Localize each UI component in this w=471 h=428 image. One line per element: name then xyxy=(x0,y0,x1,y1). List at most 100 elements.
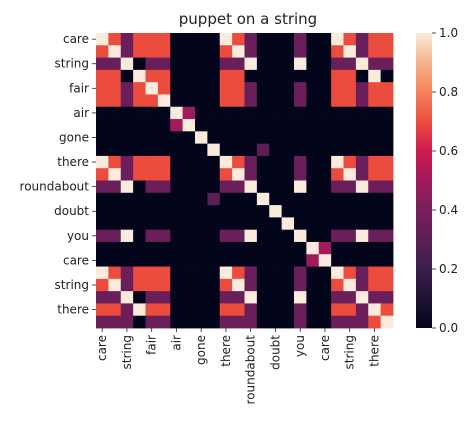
heatmap-cell xyxy=(256,254,270,267)
heatmap-cell xyxy=(157,303,171,317)
heatmap-cell xyxy=(355,168,369,181)
heatmap-cell xyxy=(120,143,134,157)
heatmap-cell xyxy=(133,155,146,169)
heatmap-cell xyxy=(120,192,134,206)
heatmap-cell xyxy=(306,217,320,231)
heatmap-cell xyxy=(269,82,283,95)
heatmap-cell xyxy=(195,106,208,120)
heatmap-cell xyxy=(306,143,320,157)
heatmap-cell xyxy=(232,33,245,46)
heatmap-cell xyxy=(182,217,196,231)
heatmap-cell xyxy=(281,33,295,46)
heatmap-cell xyxy=(157,180,171,194)
heatmap-cell xyxy=(157,131,171,145)
heatmap-cell xyxy=(232,131,245,145)
heatmap-cell xyxy=(207,143,221,157)
heatmap-cell xyxy=(269,180,283,194)
heatmap-cell xyxy=(318,94,332,108)
heatmap-cell xyxy=(281,254,295,267)
heatmap-cell xyxy=(256,315,270,329)
heatmap-cell xyxy=(380,155,394,169)
heatmap-cell xyxy=(182,57,196,71)
heatmap-cell xyxy=(294,180,307,194)
heatmap-cell xyxy=(343,94,357,108)
heatmap-cell xyxy=(331,192,344,206)
heatmap-cell xyxy=(256,119,270,132)
heatmap-cell xyxy=(108,119,122,132)
x-tick-label: string xyxy=(120,335,134,369)
heatmap-cell xyxy=(195,57,208,71)
heatmap-cell xyxy=(232,143,245,157)
heatmap-cell xyxy=(294,131,307,145)
heatmap-cell xyxy=(182,94,196,108)
heatmap-cell xyxy=(108,155,122,169)
heatmap-cell xyxy=(343,82,357,95)
heatmap-cell xyxy=(96,229,109,243)
heatmap-cell xyxy=(232,69,245,83)
heatmap-cell xyxy=(380,131,394,145)
heatmap-cell xyxy=(145,143,159,157)
heatmap-cell xyxy=(256,168,270,181)
heatmap-cell xyxy=(170,131,184,145)
heatmap-cell xyxy=(380,57,394,71)
heatmap-cell xyxy=(145,266,159,280)
heatmap-cell xyxy=(108,106,122,120)
heatmap-cell xyxy=(318,131,332,145)
heatmap-cell xyxy=(195,241,208,255)
heatmap-cell xyxy=(96,278,109,292)
heatmap-cell xyxy=(269,143,283,157)
heatmap-cell xyxy=(219,291,233,304)
heatmap-cell xyxy=(355,69,369,83)
heatmap-cell xyxy=(133,57,146,71)
heatmap-cell xyxy=(195,33,208,46)
heatmap-cell xyxy=(343,131,357,145)
heatmap-cell xyxy=(343,45,357,58)
heatmap-cell xyxy=(170,155,184,169)
heatmap-cell xyxy=(269,119,283,132)
heatmap-cell xyxy=(182,106,196,120)
heatmap-cell xyxy=(343,119,357,132)
heatmap-cell xyxy=(145,229,159,243)
heatmap-cell xyxy=(318,143,332,157)
heatmap-cell xyxy=(244,33,258,46)
heatmap-cell xyxy=(96,168,109,181)
heatmap-cell xyxy=(368,291,382,304)
heatmap-cell xyxy=(306,254,320,267)
heatmap-cell xyxy=(145,217,159,231)
heatmap-cell xyxy=(219,254,233,267)
heatmap-cell xyxy=(343,217,357,231)
heatmap-cell xyxy=(380,168,394,181)
heatmap-cell xyxy=(269,241,283,255)
heatmap-cell xyxy=(318,69,332,83)
heatmap-cell xyxy=(244,205,258,218)
heatmap-cell xyxy=(170,168,184,181)
heatmap-cell xyxy=(244,119,258,132)
heatmap-cell xyxy=(170,143,184,157)
heatmap-cell xyxy=(368,33,382,46)
heatmap-cell xyxy=(195,254,208,267)
heatmap-cell xyxy=(269,266,283,280)
heatmap-cell xyxy=(269,168,283,181)
heatmap-cell xyxy=(318,119,332,132)
heatmap-cell xyxy=(331,266,344,280)
heatmap-cell xyxy=(318,315,332,329)
heatmap-cell xyxy=(207,119,221,132)
heatmap-cell xyxy=(120,94,134,108)
heatmap-cell xyxy=(331,217,344,231)
heatmap-cell xyxy=(380,69,394,83)
heatmap-cell xyxy=(219,192,233,206)
heatmap-cell xyxy=(195,303,208,317)
heatmap-cell xyxy=(170,241,184,255)
heatmap-cell xyxy=(281,303,295,317)
heatmap-cell xyxy=(133,143,146,157)
heatmap-cell xyxy=(232,291,245,304)
heatmap-cell xyxy=(244,303,258,317)
heatmap-cell xyxy=(306,192,320,206)
heatmap-cell xyxy=(219,303,233,317)
heatmap-cell xyxy=(355,119,369,132)
heatmap-cell xyxy=(306,241,320,255)
heatmap-cell xyxy=(355,192,369,206)
heatmap-cell xyxy=(170,278,184,292)
heatmap-cell xyxy=(145,168,159,181)
colorbar-tick-label: 0.4 xyxy=(439,203,458,217)
